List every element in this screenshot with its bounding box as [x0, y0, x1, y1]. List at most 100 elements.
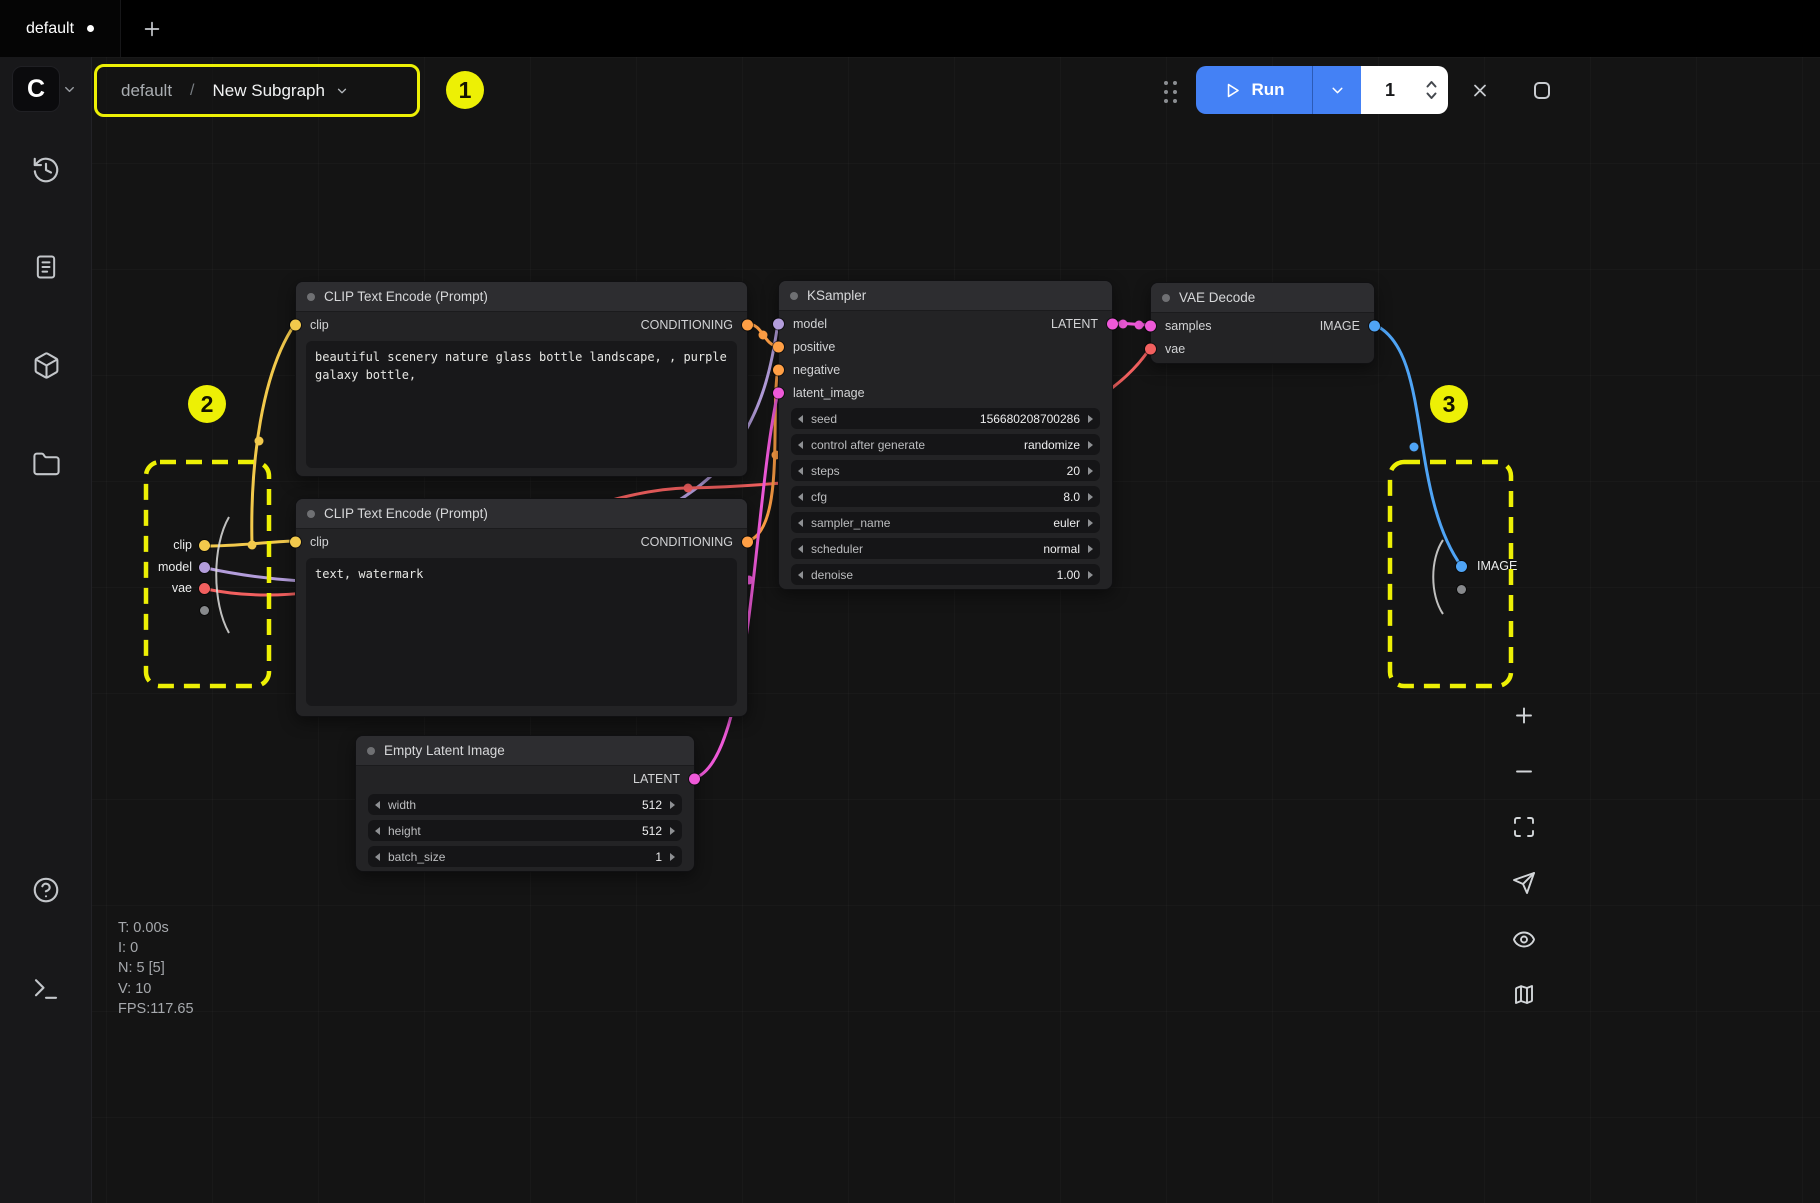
widget-sampler-name[interactable]: sampler_name euler	[791, 512, 1100, 533]
increment-icon[interactable]	[1088, 466, 1093, 475]
input-port-latent-image[interactable]	[773, 387, 784, 398]
widget-denoise[interactable]: denoise 1.00	[791, 564, 1100, 585]
input-port-samples[interactable]	[1145, 320, 1156, 331]
breadcrumb-current[interactable]: New Subgraph	[213, 81, 349, 101]
breadcrumb-root[interactable]: default	[121, 80, 173, 100]
input-port-clip[interactable]	[290, 319, 301, 330]
widget-batch-size[interactable]: batch_size 1	[368, 846, 682, 867]
collapse-dot-icon[interactable]	[1162, 293, 1170, 302]
widget-seed[interactable]: seed 156680208700286	[791, 408, 1100, 429]
node-header[interactable]: Empty Latent Image	[356, 736, 694, 766]
plus-icon	[1516, 707, 1532, 723]
output-port-latent[interactable]	[1107, 318, 1118, 329]
prompt-textarea[interactable]: beautiful scenery nature glass bottle la…	[306, 341, 737, 468]
widget-height[interactable]: height 512	[368, 820, 682, 841]
subgraph-input-dot-empty[interactable]	[200, 606, 209, 615]
chevron-down-icon[interactable]	[1425, 92, 1438, 100]
sidebar-item-help[interactable]	[24, 868, 68, 912]
app-logo-button[interactable]: C	[12, 66, 60, 112]
widget-control-after-generate[interactable]: control after generate randomize	[791, 434, 1100, 455]
subgraph-output-dot-empty[interactable]	[1457, 585, 1466, 594]
decrement-icon[interactable]	[798, 414, 803, 423]
sidebar-item-model-library[interactable]	[24, 343, 68, 387]
input-port-model[interactable]	[773, 318, 784, 329]
sidebar-item-open-folder[interactable]	[24, 442, 68, 486]
increment-icon[interactable]	[1088, 544, 1093, 553]
workflow-tab-default[interactable]: default	[0, 0, 122, 57]
pan-mode-button[interactable]	[1506, 865, 1542, 901]
fit-view-button[interactable]	[1506, 809, 1542, 845]
node-empty-latent-image[interactable]: Empty Latent Image LATENT width 512 heig…	[355, 735, 700, 872]
increment-icon[interactable]	[1088, 518, 1093, 527]
output-port-conditioning[interactable]	[742, 319, 753, 330]
sidebar-item-workflows[interactable]	[24, 245, 68, 289]
subgraph-input-dot-vae[interactable]	[199, 583, 210, 594]
chevron-up-icon[interactable]	[1425, 80, 1438, 88]
widget-width[interactable]: width 512	[368, 794, 682, 815]
output-port-conditioning[interactable]	[742, 536, 753, 547]
queue-count-stepper[interactable]: 1	[1361, 66, 1448, 114]
subgraph-output-dot-image[interactable]	[1456, 561, 1467, 572]
widget-steps[interactable]: steps 20	[791, 460, 1100, 481]
toggle-link-visibility-button[interactable]	[1506, 921, 1542, 957]
increment-icon[interactable]	[1088, 414, 1093, 423]
decrement-icon[interactable]	[375, 826, 380, 835]
widget-value: euler	[1053, 515, 1080, 530]
decrement-icon[interactable]	[798, 570, 803, 579]
increment-icon[interactable]	[1088, 492, 1093, 501]
port-label-vae: vae	[1165, 341, 1186, 356]
node-vae-decode[interactable]: VAE Decode samples IMAGE vae	[1145, 282, 1380, 364]
increment-icon[interactable]	[670, 852, 675, 861]
input-port-negative[interactable]	[773, 364, 784, 375]
port-label-clip: clip	[310, 317, 329, 332]
subgraph-input-dot-model[interactable]	[199, 562, 210, 573]
decrement-icon[interactable]	[798, 440, 803, 449]
workflow-tab-bar: default	[0, 0, 1820, 57]
node-header[interactable]: KSampler	[779, 281, 1112, 311]
decrement-icon[interactable]	[375, 852, 380, 861]
subgraph-input-label-clip: clip	[173, 538, 192, 552]
node-clip-text-encode-2[interactable]: CLIP Text Encode (Prompt) clip CONDITION…	[290, 498, 753, 717]
chevron-down-icon[interactable]	[62, 82, 77, 97]
sidebar-item-terminal[interactable]	[24, 967, 68, 1011]
focus-mode-button[interactable]	[1528, 76, 1556, 104]
input-port-clip[interactable]	[290, 536, 301, 547]
node-header[interactable]: CLIP Text Encode (Prompt)	[296, 499, 747, 529]
increment-icon[interactable]	[670, 800, 675, 809]
widget-value: normal	[1043, 541, 1080, 556]
run-options-button[interactable]	[1312, 66, 1361, 114]
minimap-button[interactable]	[1506, 977, 1542, 1013]
increment-icon[interactable]	[670, 826, 675, 835]
node-canvas[interactable]	[0, 57, 1820, 1203]
widget-scheduler[interactable]: scheduler normal	[791, 538, 1100, 559]
close-subgraph-button[interactable]	[1464, 74, 1496, 106]
sidebar-item-history[interactable]	[24, 148, 68, 192]
run-button[interactable]: Run	[1196, 66, 1312, 114]
increment-icon[interactable]	[1088, 570, 1093, 579]
collapse-dot-icon[interactable]	[790, 291, 798, 300]
decrement-icon[interactable]	[375, 800, 380, 809]
zoom-out-button[interactable]	[1506, 753, 1542, 789]
output-port-image[interactable]	[1369, 320, 1380, 331]
decrement-icon[interactable]	[798, 544, 803, 553]
output-port-latent[interactable]	[689, 773, 700, 784]
node-header[interactable]: VAE Decode	[1151, 283, 1374, 313]
collapse-dot-icon[interactable]	[307, 509, 315, 518]
input-port-vae[interactable]	[1145, 343, 1156, 354]
decrement-icon[interactable]	[798, 492, 803, 501]
toolbar-drag-handle[interactable]	[1164, 81, 1177, 103]
decrement-icon[interactable]	[798, 518, 803, 527]
increment-icon[interactable]	[1088, 440, 1093, 449]
collapse-dot-icon[interactable]	[307, 292, 315, 301]
widget-cfg[interactable]: cfg 8.0	[791, 486, 1100, 507]
decrement-icon[interactable]	[798, 466, 803, 475]
node-ksampler[interactable]: KSampler model LATENT positive negative …	[773, 280, 1118, 590]
node-clip-text-encode-1[interactable]: CLIP Text Encode (Prompt) clip CONDITION…	[290, 281, 753, 477]
prompt-textarea[interactable]: text, watermark	[306, 558, 737, 706]
input-port-positive[interactable]	[773, 341, 784, 352]
subgraph-input-dot-clip[interactable]	[199, 540, 210, 551]
new-workflow-button[interactable]	[134, 11, 170, 47]
zoom-in-button[interactable]	[1506, 697, 1542, 733]
collapse-dot-icon[interactable]	[367, 746, 375, 755]
node-header[interactable]: CLIP Text Encode (Prompt)	[296, 282, 747, 312]
